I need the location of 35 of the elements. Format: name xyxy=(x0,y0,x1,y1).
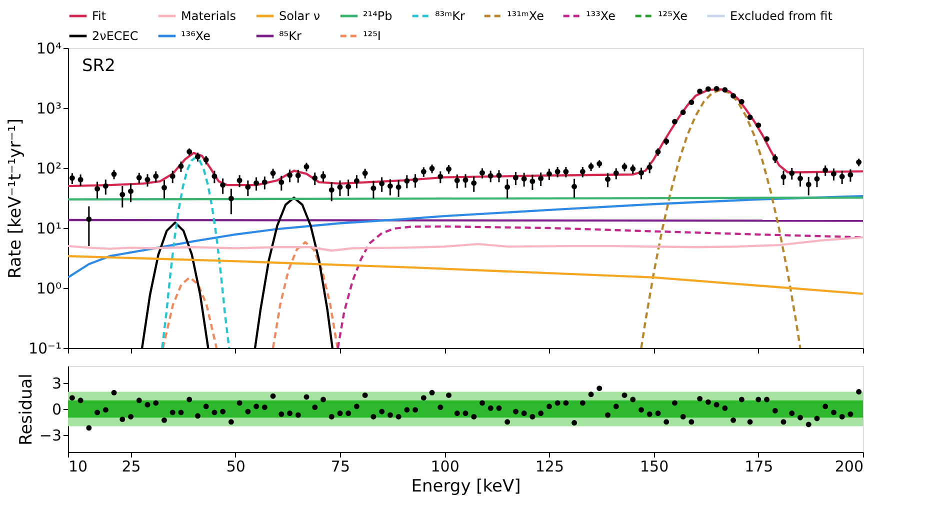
x-tick-label: 10 xyxy=(68,458,88,476)
y-axis-title: Rate [keV⁻¹t⁻¹yr⁻¹] xyxy=(5,118,26,279)
y-tick-label: −3 xyxy=(39,426,62,444)
x-tick-label: 200 xyxy=(834,458,864,476)
legend-label: 2νECEC xyxy=(92,29,138,43)
y-tick-label: 3 xyxy=(52,374,62,393)
legend-label: Fit xyxy=(92,9,106,23)
x-tick-label: 100 xyxy=(430,458,460,476)
legend-label: Materials xyxy=(181,9,236,23)
y-tick-label: 10³ xyxy=(36,100,62,118)
legend-label: ⁸⁵Kr xyxy=(279,29,302,43)
x-tick-label: 75 xyxy=(330,458,350,476)
x-tick-label: 150 xyxy=(640,458,669,476)
y-tick-label: 10⁴ xyxy=(36,40,62,58)
y-tick-label: 10⁰ xyxy=(36,280,62,298)
legend-label: ⁸³ᵐKr xyxy=(435,9,465,23)
legend-label: ¹²⁵Xe xyxy=(658,9,688,23)
x-tick-label: 175 xyxy=(744,458,774,476)
legend-label: ¹²⁵I xyxy=(363,29,381,43)
x-tick-label: 25 xyxy=(122,458,141,476)
legend-label: ¹³³Xe xyxy=(586,9,616,23)
annotation: SR2 xyxy=(82,56,116,76)
x-tick-label: 125 xyxy=(535,458,564,476)
y-tick-label: 0 xyxy=(52,400,62,418)
x-axis-title: Energy [keV] xyxy=(411,476,521,496)
legend-label: Excluded from fit xyxy=(730,9,833,23)
legend-label: ¹³¹ᵐXe xyxy=(507,9,544,23)
y-axis-title: Residual xyxy=(16,374,36,446)
y-tick-label: 10⁻¹ xyxy=(28,340,62,358)
legend-label: ²¹⁴Pb xyxy=(363,9,392,23)
y-tick-label: 10¹ xyxy=(36,220,62,238)
legend-label: Solar ν xyxy=(279,9,320,23)
y-tick-label: 10² xyxy=(36,160,62,178)
x-tick-label: 50 xyxy=(226,458,246,476)
legend-label: ¹³⁶Xe xyxy=(181,29,210,43)
